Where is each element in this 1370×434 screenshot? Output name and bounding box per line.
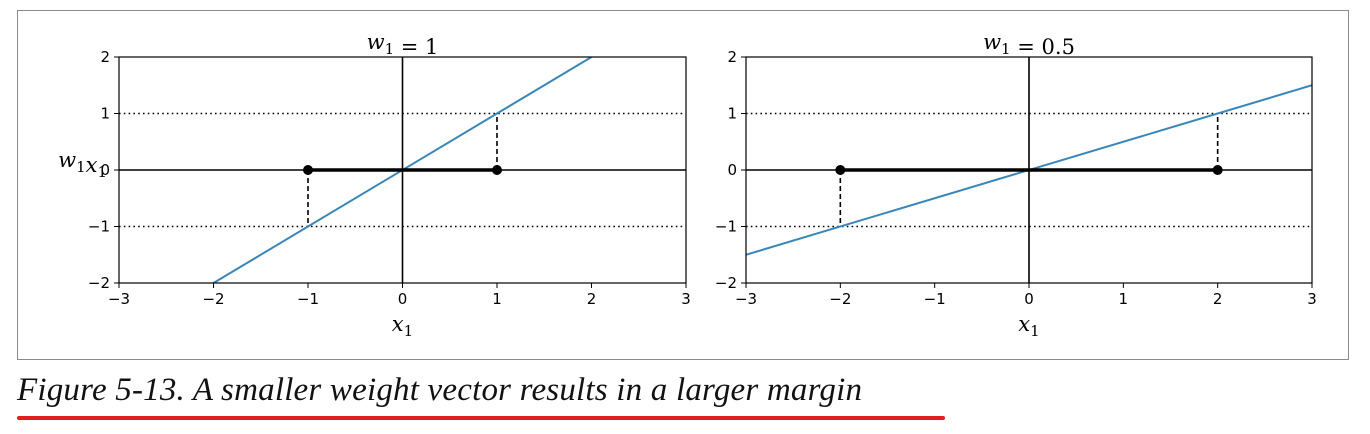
caption-underline [17, 416, 945, 420]
x-tick-label: −1 [924, 290, 946, 308]
figure-caption: Figure 5-13. A smaller weight vector res… [17, 372, 863, 408]
x-tick-label: 1 [1119, 290, 1129, 308]
x-tick-label: −2 [202, 290, 224, 308]
y-tick-label: −1 [715, 218, 737, 236]
y-axis-label: w1x1 [58, 148, 107, 181]
y-tick-label: 1 [727, 105, 737, 123]
plot-area [119, 57, 686, 283]
y-tick-label: 1 [100, 105, 110, 123]
x-tick-label: 3 [681, 290, 691, 308]
figure-frame [17, 10, 1349, 360]
y-tick-label: −1 [88, 218, 110, 236]
x-axis-label: x1 [1018, 312, 1039, 340]
x-tick-label: −2 [829, 290, 851, 308]
x-tick-label: −3 [735, 290, 757, 308]
x-tick-label: −3 [108, 290, 130, 308]
y-tick-label: 2 [100, 48, 110, 66]
y-tick-label: 2 [727, 48, 737, 66]
support-point [835, 165, 846, 175]
y-tick-label: −2 [715, 274, 737, 292]
chart-title: w1 = 1 [367, 30, 439, 59]
x-tick-label: 2 [587, 290, 597, 308]
support-point [303, 165, 313, 175]
y-tick-label: −2 [88, 274, 110, 292]
support-point [1212, 165, 1223, 175]
y-tick-label: 0 [727, 161, 737, 179]
x-tick-label: 0 [398, 290, 408, 308]
x-tick-label: 0 [1024, 290, 1034, 308]
y-tick-label: 0 [100, 161, 110, 179]
plot-area [746, 57, 1312, 283]
support-point [492, 165, 502, 175]
x-tick-label: −1 [297, 290, 319, 308]
x-tick-label: 2 [1213, 290, 1223, 308]
x-axis-label: x1 [392, 312, 413, 340]
x-tick-label: 1 [492, 290, 502, 308]
chart-title: w1 = 0.5 [983, 30, 1075, 59]
x-tick-label: 3 [1307, 290, 1317, 308]
